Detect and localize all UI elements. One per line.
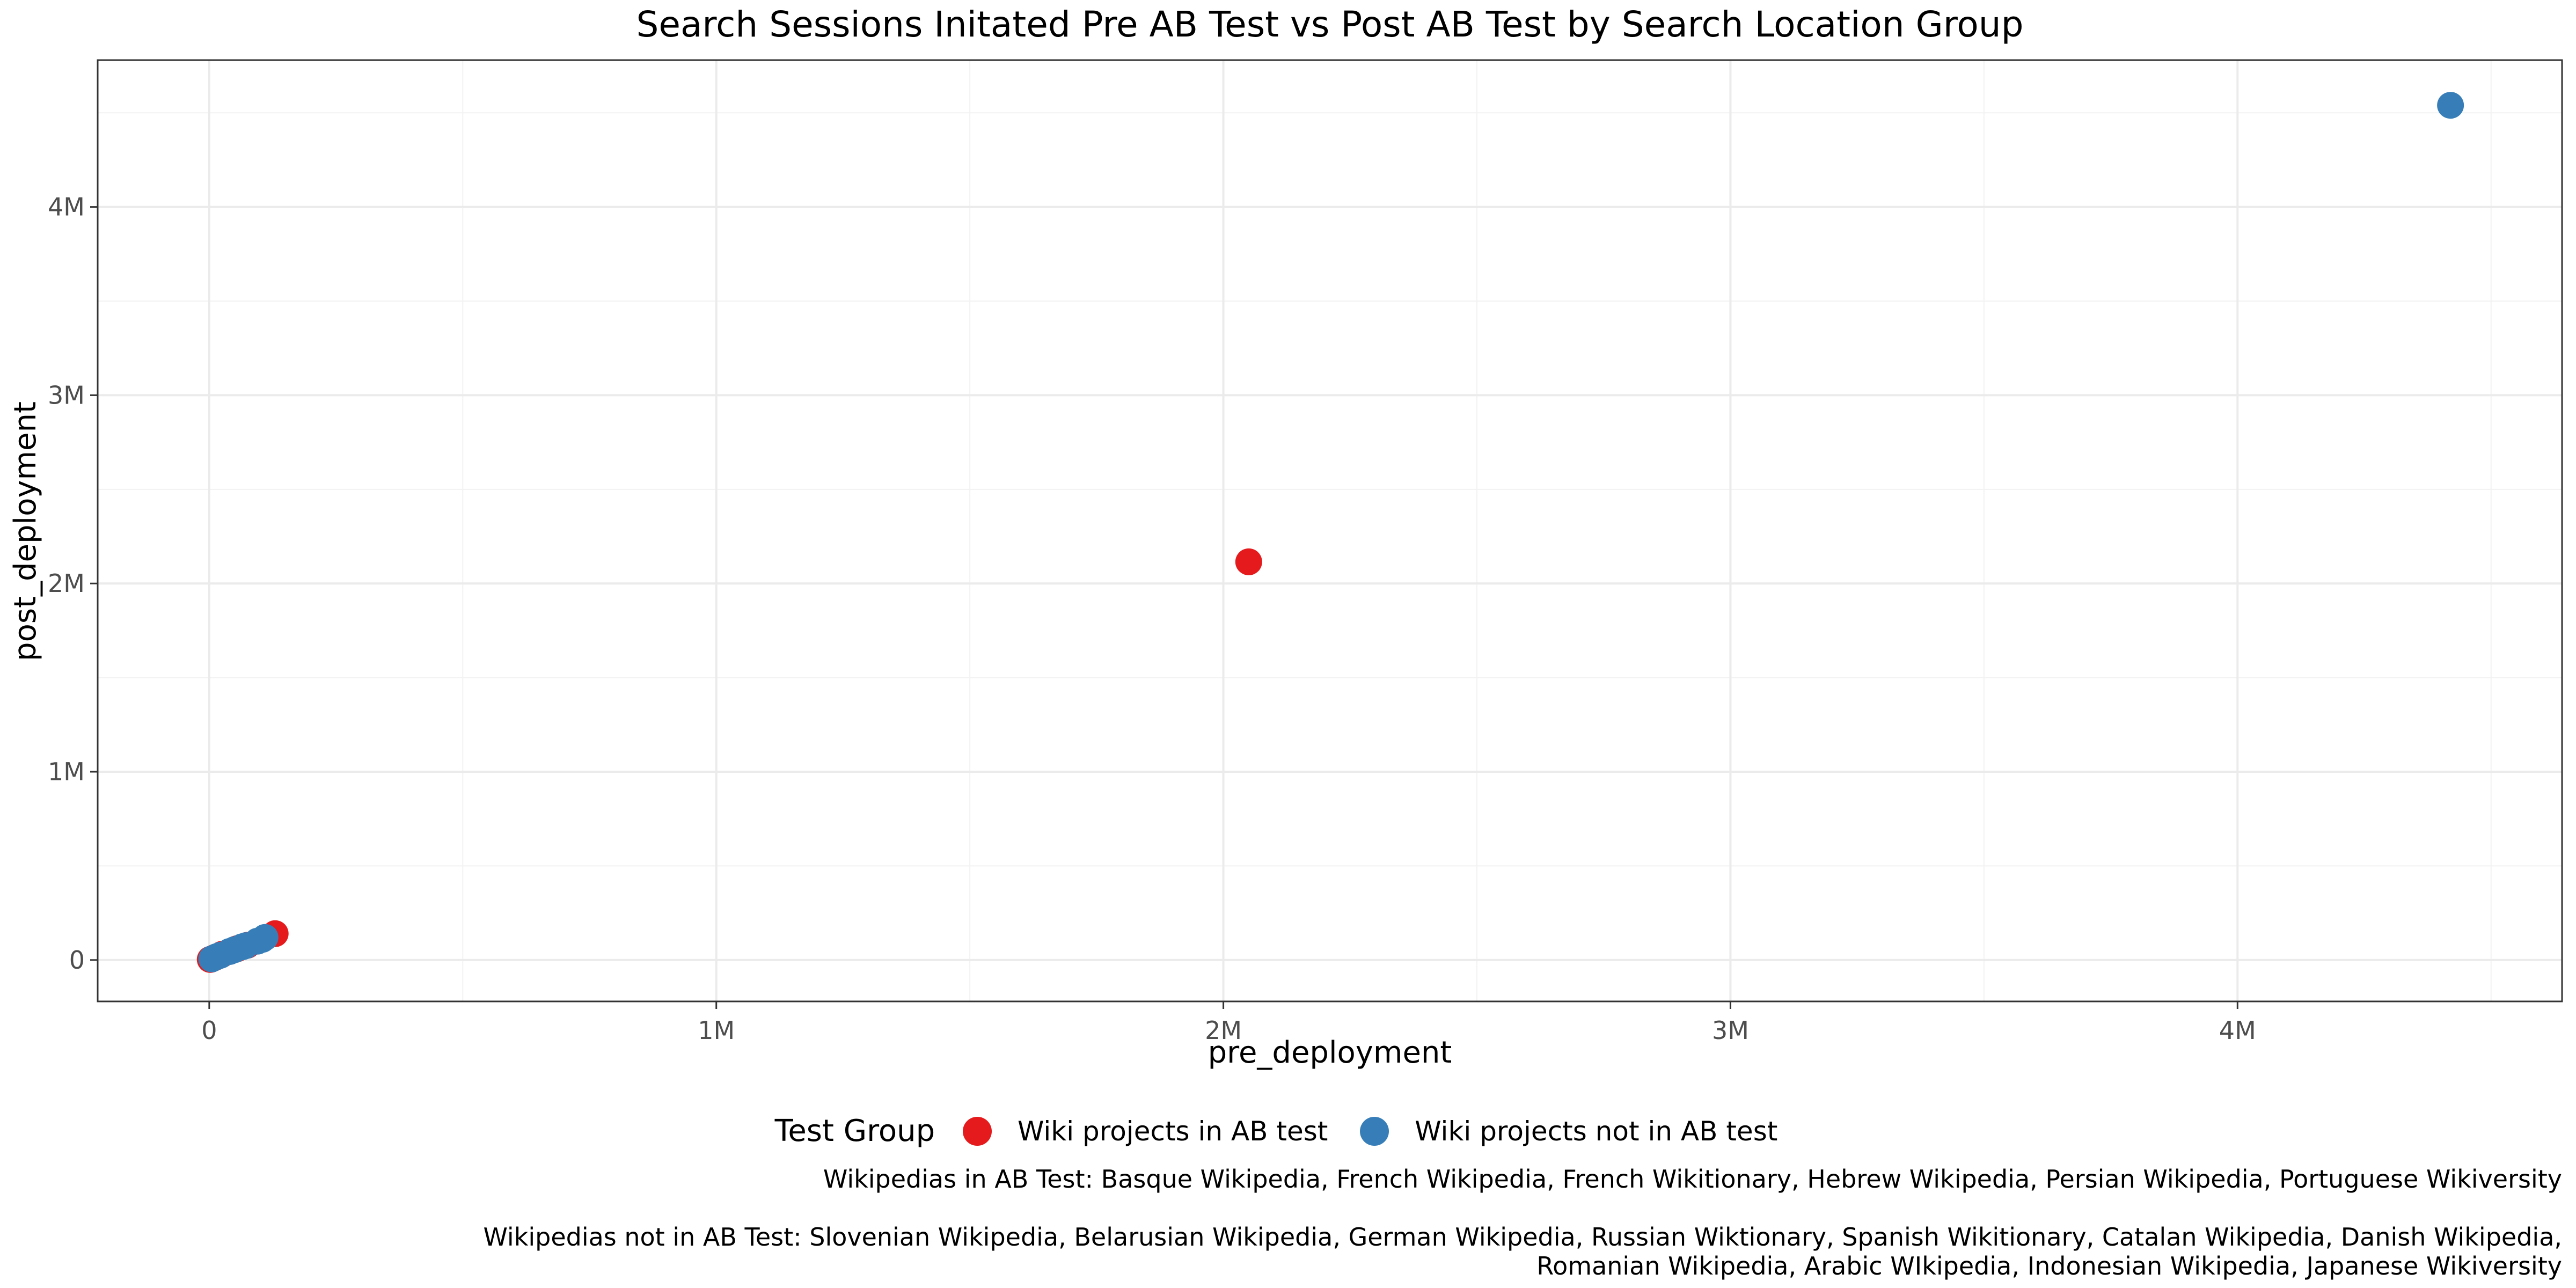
y-tick-label: 2M [48,569,85,598]
x-axis-ticks: 0 1M 2M 3M 4M [201,1001,2256,1045]
plot-panel-border [97,59,2563,1002]
legend: Test Group Wiki projects in AB test Wiki… [0,1114,2576,1148]
x-axis-label: pre_deployment [1208,1035,1452,1070]
chart-caption: Wikipedias in AB Test: Basque Wikipedia,… [308,1165,2562,1280]
y-tick-label: 0 [69,946,85,975]
legend-swatch-not-in-ab-test [1360,1116,1389,1146]
data-point-not-in-ab-test [251,924,279,951]
caption-not-in-ab-test: Wikipedias not in AB Test: Slovenian Wik… [483,1223,2562,1280]
y-tick-label: 1M [48,757,85,786]
caption-in-ab-test: Wikipedias in AB Test: Basque Wikipedia,… [823,1165,2562,1194]
y-tick-label: 3M [48,380,85,409]
data-point-in-ab-test [1235,548,1262,575]
scatter-chart: Search Sessions Initated Pre AB Test vs … [8,4,2563,1070]
x-tick-label: 1M [698,1016,735,1045]
legend-label-not-in-ab-test: Wiki projects not in AB test [1415,1115,1778,1147]
chart-title: Search Sessions Initated Pre AB Test vs … [636,4,2023,45]
legend-label-in-ab-test: Wiki projects in AB test [1018,1115,1328,1147]
x-tick-label: 3M [1712,1016,1749,1045]
data-points [196,92,2464,973]
x-tick-label: 2M [1205,1016,1242,1045]
y-axis-ticks: 0 1M 2M 3M 4M [48,193,98,975]
legend-title: Test Group [774,1114,935,1148]
x-tick-label: 0 [201,1016,217,1045]
data-point-not-in-ab-test [2437,92,2464,119]
y-axis-label: post_deployment [8,401,43,661]
grid-lines [98,60,2562,1001]
x-tick-label: 4M [2219,1016,2256,1045]
y-tick-label: 4M [48,193,85,222]
legend-swatch-in-ab-test [963,1116,992,1146]
